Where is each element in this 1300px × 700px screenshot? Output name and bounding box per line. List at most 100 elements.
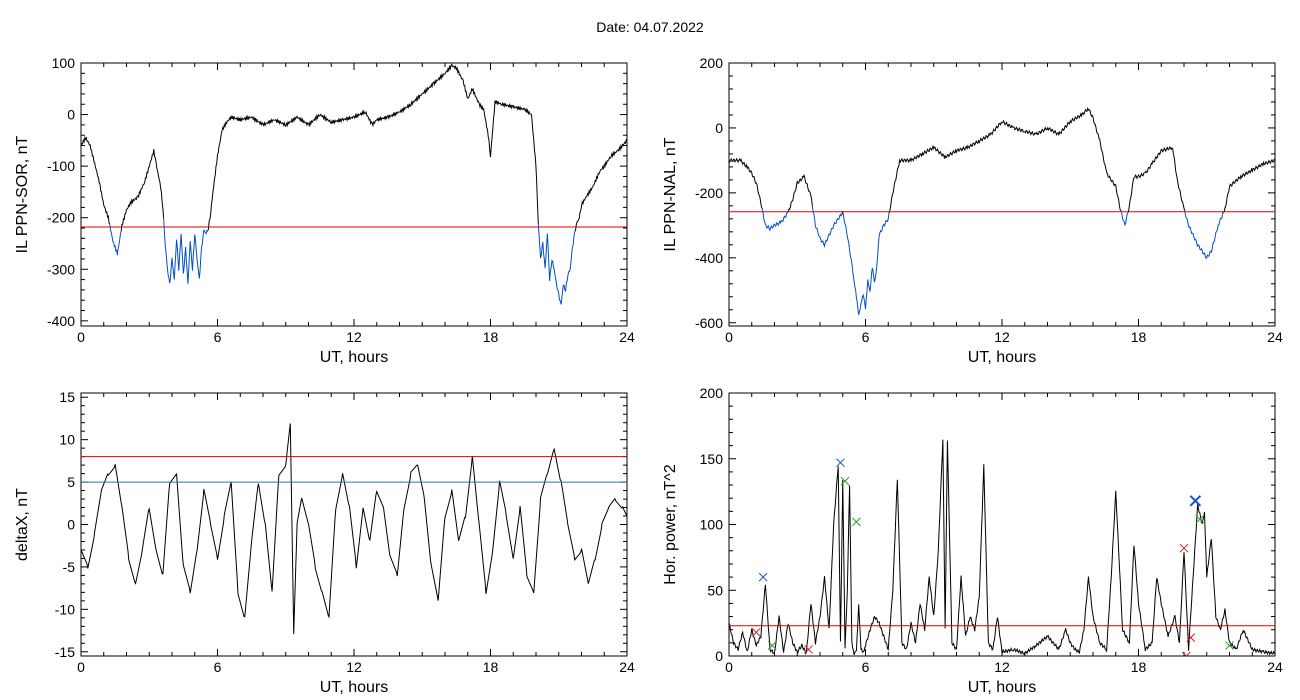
y-tick-label: -15 [55,644,75,660]
marker-stroke [758,572,768,582]
data-line [207,63,539,230]
y-tick-label: -200 [47,210,75,226]
y-tick-label: 200 [700,385,724,401]
data-line-below-threshold [1184,210,1224,260]
y-tick-label: 100 [700,517,724,533]
data-line [574,138,627,232]
x-tick-label: 18 [1131,329,1147,345]
peak-marker-red [804,645,813,654]
marker-stroke [836,458,845,468]
peak-marker-green [1195,514,1205,524]
figure-title: Date: 04.07.2022 [596,19,704,35]
data-layer [729,439,1275,656]
y-tick-label: 10 [59,432,75,448]
peak-marker-green [840,476,850,486]
marker-stroke [1179,543,1189,553]
y-tick-label: 0 [67,107,75,123]
y-tick-label: 0 [67,517,75,533]
data-line [120,149,165,232]
data-layer [81,63,627,305]
x-axis-label: UT, hours [968,679,1036,696]
marker-stroke [852,517,861,527]
data-line [888,107,1122,214]
y-tick-label: 0 [715,120,723,136]
data-layer [81,423,627,635]
peak-marker-blue [758,572,768,582]
y-tick-label: -5 [63,559,76,575]
x-tick-label: 0 [725,659,733,675]
data-line-below-threshold [537,223,576,305]
y-axis-label: Hor. power, nT^2 [662,464,679,585]
y-tick-label: -200 [695,185,723,201]
x-tick-label: 12 [346,329,362,345]
marker-stroke [1195,514,1205,524]
marker-stroke [767,641,777,650]
plot-frame [80,62,628,327]
peak-marker-red [1179,543,1189,553]
x-tick-label: 18 [483,329,499,345]
x-tick-label: 18 [1131,659,1147,675]
panel-nal: 0 6 12 18 24 -600 -400 -200 0 200 UT, hours IL PPN-… [662,55,1283,366]
y-tick-label: 100 [52,55,76,71]
x-tick-label: 24 [1267,329,1283,345]
x-tick-label: 12 [994,659,1010,675]
x-axis-label: UT, hours [968,349,1036,366]
data-line [81,135,111,225]
y-tick-label: -400 [47,313,75,329]
plot-frame [728,392,1276,657]
panel-deltax: 0 6 12 18 24 -15 -10 -5 0 5 10 15 UT, hours deltaX, n… [14,389,635,696]
x-tick-label: 0 [725,329,733,345]
data-line [729,439,1275,656]
y-axis-label: IL PPN-SOR, nT [14,135,31,253]
y-tick-label: 5 [67,474,75,490]
x-tick-label: 0 [77,329,85,345]
data-line [1127,146,1186,214]
marker-stroke [804,645,813,654]
x-tick-label: 18 [483,659,499,675]
y-axis-label: deltaX, nT [14,488,31,561]
plot-frame [80,392,628,657]
data-line-below-threshold [1120,210,1129,227]
data-line [729,157,763,210]
y-tick-label: -600 [695,315,723,331]
data-line-below-threshold [761,208,788,232]
y-tick-label: -100 [47,158,75,174]
x-tick-label: 24 [1267,659,1283,675]
y-tick-label: -300 [47,261,75,277]
x-tick-label: 0 [77,659,85,675]
data-line-below-threshold [163,218,209,284]
data-line-below-threshold [109,224,122,256]
peak-marker-green [1225,641,1234,650]
y-axis-label: IL PPN-NAL, nT [662,137,679,251]
x-tick-label: 24 [619,329,635,345]
y-tick-label: 200 [700,55,724,71]
peak-marker-blue [1189,495,1202,507]
data-line-below-threshold [811,206,843,249]
x-axis-label: UT, hours [320,349,388,366]
peak-marker-red [1186,633,1196,642]
x-tick-label: 6 [862,659,870,675]
x-tick-label: 12 [346,659,362,675]
peak-marker-blue [836,458,845,468]
data-line-below-threshold [842,211,890,315]
data-line [81,423,627,635]
marker-stroke [1185,651,1191,656]
data-line [786,173,813,213]
y-tick-label: 0 [715,648,723,664]
marker-stroke [1181,651,1187,656]
panel-sor: 0 6 12 18 24 -400 -300 -200 -100 0 100 UT, hours IL … [14,55,635,366]
y-tick-label: -400 [695,250,723,266]
y-tick-label: 50 [707,582,723,598]
data-layer [729,107,1275,315]
peak-marker-red [1181,651,1191,656]
x-tick-label: 12 [994,329,1010,345]
y-tick-label: -10 [55,601,75,617]
x-tick-label: 6 [214,659,222,675]
peak-marker-red [751,627,761,637]
x-axis-label: UT, hours [320,679,388,696]
x-tick-label: 6 [862,329,870,345]
marker-stroke [751,627,761,637]
panel-power: 0 6 12 18 24 0 50 100 150 200 UT, hours Hor. power,… [662,385,1283,696]
